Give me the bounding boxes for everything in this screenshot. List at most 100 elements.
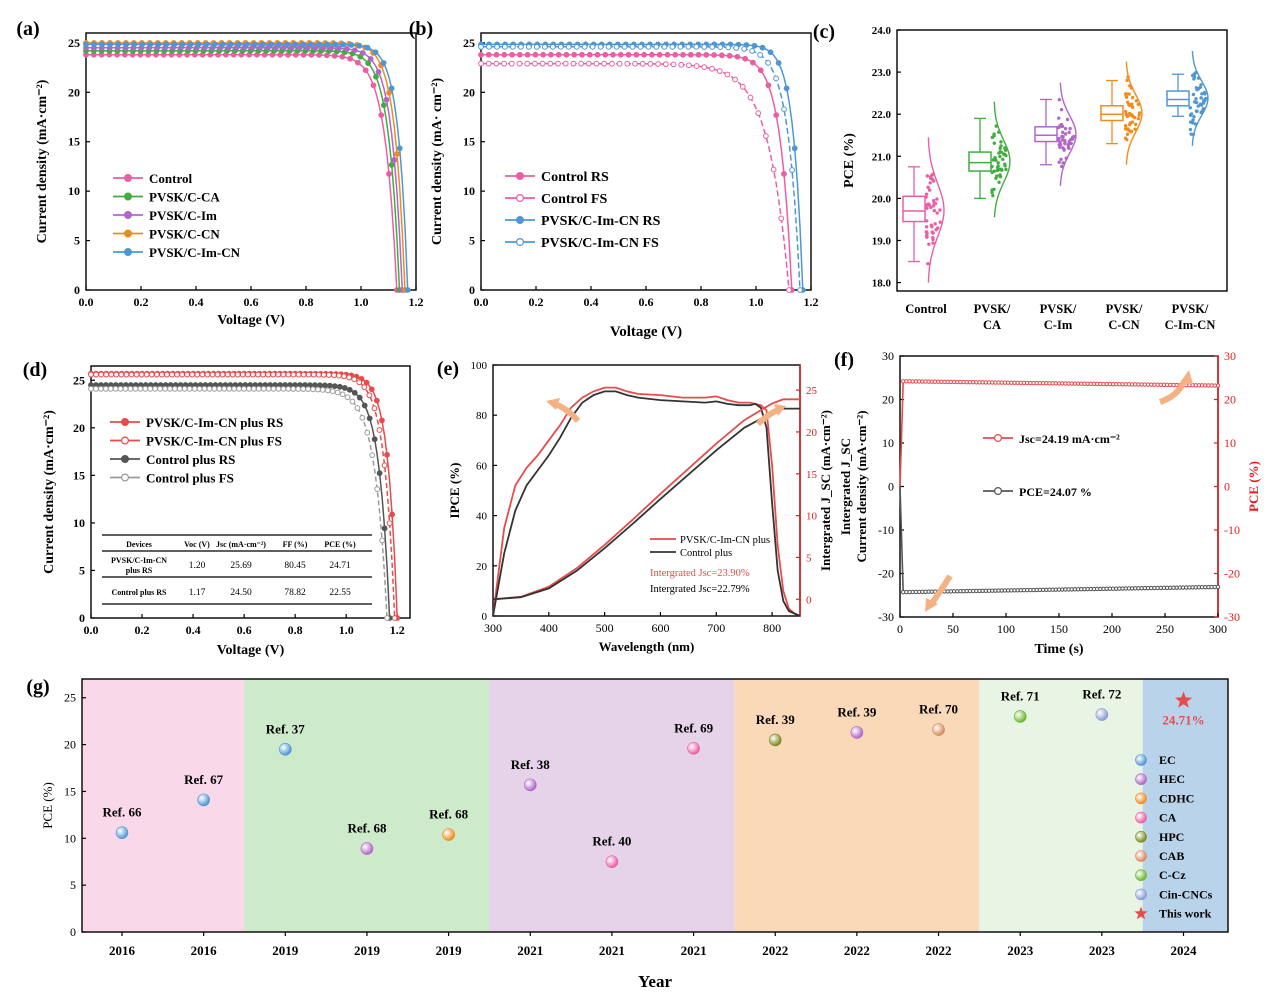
data-point (117, 385, 124, 392)
legend-label: PVSK/C-Im-CN (149, 245, 241, 260)
legend-marker (1135, 792, 1147, 805)
legend-label: PCE=24.07 % (1019, 485, 1092, 499)
data-point (739, 83, 746, 90)
data-point (741, 46, 748, 52)
data-point (147, 41, 154, 48)
data-point (336, 383, 343, 390)
x-category-label: CA (983, 318, 1001, 332)
legend-marker (1135, 830, 1147, 843)
data-point (1068, 126, 1072, 131)
y-tick-label: 22.0 (872, 109, 892, 121)
x-tick-label: 1.2 (804, 295, 819, 309)
legend-label: PVSK/C-Im-CN FS (541, 236, 659, 251)
series-line (91, 372, 398, 619)
data-point (778, 215, 785, 222)
y-tick-label: 10 (68, 184, 80, 198)
y-tick-label: 30 (882, 349, 894, 363)
data-point (347, 55, 354, 62)
x-tick-label: 2016 (109, 943, 136, 958)
data-point (925, 234, 929, 238)
annotation: Intergrated Jsc=22.79% (650, 584, 750, 595)
data-point (1194, 100, 1199, 105)
data-point (516, 51, 523, 58)
data-point (485, 60, 492, 67)
data-point (201, 385, 208, 392)
data-point (597, 43, 604, 50)
y-tick-right-label: 10 (1224, 436, 1236, 450)
data-point (331, 372, 337, 379)
data-point (123, 371, 130, 378)
data-point (341, 373, 347, 380)
data-point (718, 52, 725, 59)
series-line (86, 50, 401, 291)
data-point (288, 44, 295, 51)
arrowhead (1179, 370, 1193, 384)
density-curve (1125, 61, 1143, 165)
x-tick-label: 250 (1156, 622, 1174, 636)
data-point (103, 371, 110, 378)
x-tick-label: 150 (1050, 622, 1068, 636)
legend-label: Cin-CNCs (1159, 887, 1213, 901)
data-point (781, 106, 787, 113)
table-cell: plus RS (126, 566, 153, 575)
data-point (925, 231, 929, 236)
data-point (270, 385, 277, 392)
data-point (305, 371, 312, 378)
x-tick-label: 300 (484, 621, 502, 635)
data-point (625, 51, 632, 58)
data-point (115, 826, 129, 839)
table-cell: Control plus RS (112, 588, 168, 597)
data-point (1137, 111, 1142, 115)
data-point (486, 43, 492, 50)
series-line (86, 43, 409, 291)
table-cell: PVSK/C-Im-CN (111, 556, 167, 565)
data-point (179, 371, 186, 378)
point-label: Ref. 68 (429, 807, 468, 822)
data-point (594, 51, 601, 58)
legend-marker (1135, 754, 1147, 766)
data-point (284, 41, 290, 48)
data-point (118, 371, 125, 378)
data-point (925, 219, 929, 223)
data-point (379, 417, 385, 424)
data-point (637, 43, 644, 50)
data-point (935, 197, 939, 201)
data-point (132, 385, 139, 392)
data-point (344, 46, 350, 52)
x-tick-label: 2022 (762, 943, 788, 958)
series-line (86, 53, 398, 291)
data-point (934, 228, 938, 232)
data-point (931, 237, 935, 242)
data-point (324, 41, 331, 48)
data-point (924, 195, 928, 199)
plot-frame (81, 678, 1229, 933)
x-category-label: C-Im (1044, 318, 1073, 332)
data-point (1057, 98, 1062, 102)
data-point (252, 41, 258, 48)
legend-label: CA (1159, 811, 1177, 825)
data-point (757, 52, 764, 58)
y-tick-label: 100 (471, 360, 488, 372)
y-tick-label: 0 (74, 283, 80, 297)
panel-letter: (d) (23, 359, 47, 381)
table-cell: 1.20 (189, 561, 206, 571)
data-point (742, 55, 749, 62)
table-header: Voc (V) (184, 540, 210, 549)
point-label: Ref. 68 (347, 821, 386, 836)
y-tick-label: 5 (74, 234, 80, 248)
data-point (931, 241, 935, 245)
data-point (147, 385, 154, 392)
data-point (1059, 107, 1064, 112)
data-point (295, 386, 302, 392)
y-tick-label: 25 (73, 373, 85, 387)
data-point (250, 385, 257, 392)
x-tick-label: 0.8 (288, 623, 303, 637)
data-point (1064, 156, 1068, 160)
x-tick-label: 600 (651, 621, 669, 635)
data-point (245, 385, 252, 392)
data-point (157, 385, 163, 392)
data-point (257, 44, 263, 51)
data-point (404, 287, 411, 293)
data-point (1128, 84, 1132, 88)
data-point (245, 371, 251, 378)
